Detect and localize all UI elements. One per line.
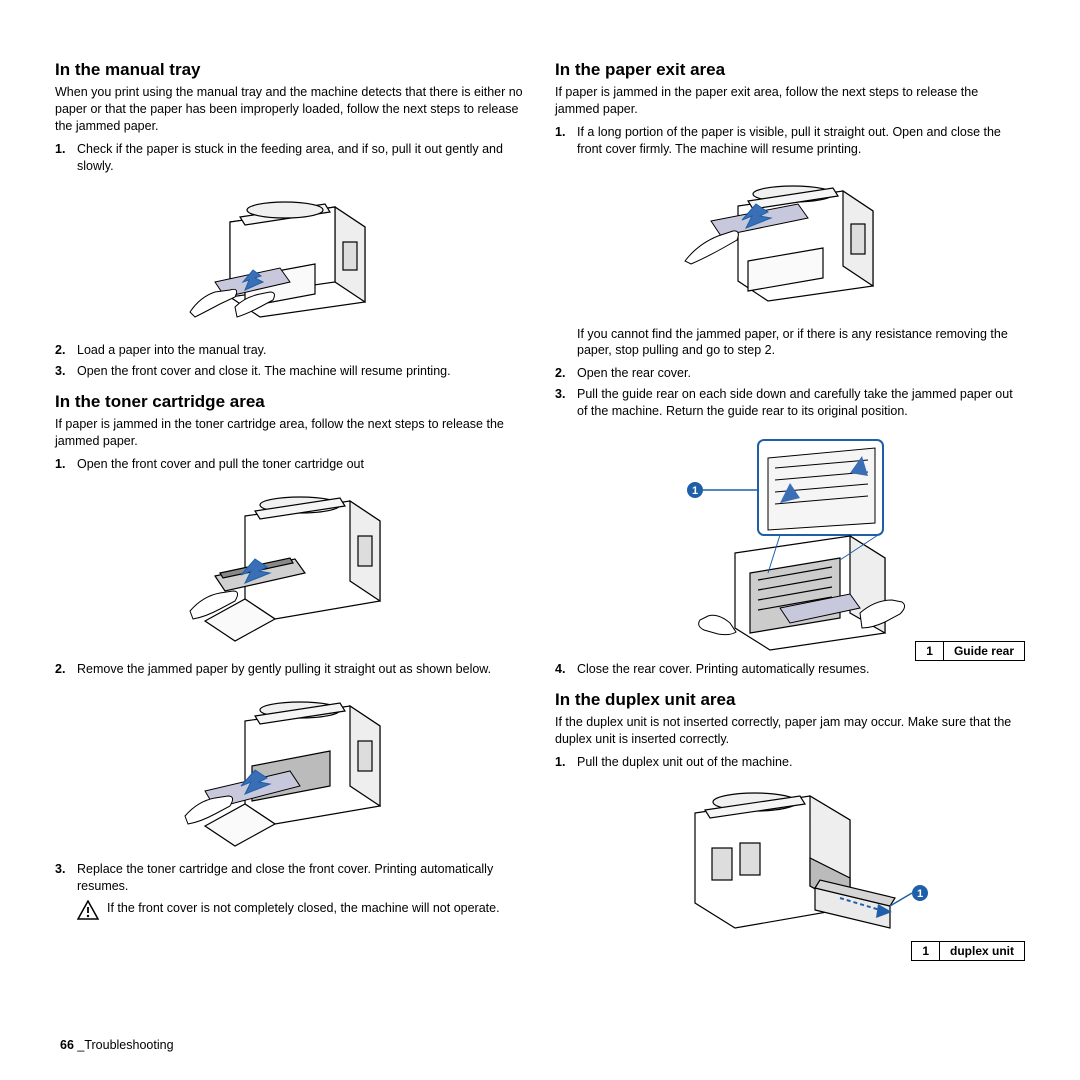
steps-exit-end: Close the rear cover. Printing automatic… <box>555 661 1025 678</box>
step: If a long portion of the paper is visibl… <box>555 124 1025 158</box>
heading-exit-area: In the paper exit area <box>555 60 1025 80</box>
step: Check if the paper is stuck in the feedi… <box>55 141 525 175</box>
step: Open the front cover and pull the toner … <box>55 456 525 473</box>
svg-text:1: 1 <box>692 485 698 497</box>
illustration-toner-paper <box>55 686 525 851</box>
illustration-toner-pull <box>55 481 525 651</box>
caution-text: If the front cover is not completely clo… <box>107 900 500 917</box>
page-section: _Troubleshooting <box>77 1038 173 1052</box>
intro-exit-area: If paper is jammed in the paper exit are… <box>555 84 1025 118</box>
step: Pull the guide rear on each side down an… <box>555 386 1025 420</box>
step: Load a paper into the manual tray. <box>55 342 525 359</box>
warning-icon <box>77 900 99 920</box>
intro-toner-area: If paper is jammed in the toner cartridg… <box>55 416 525 450</box>
step: Pull the duplex unit out of the machine. <box>555 754 1025 771</box>
illustration-exit-pull <box>555 166 1025 316</box>
step: Open the rear cover. <box>555 365 1025 382</box>
steps-exit-cont: Open the rear cover. Pull the guide rear… <box>555 365 1025 420</box>
caution-front-cover: If the front cover is not completely clo… <box>55 900 525 920</box>
exit-step1-after: If you cannot find the jammed paper, or … <box>555 326 1025 360</box>
steps-toner-cont: Remove the jammed paper by gently pullin… <box>55 661 525 678</box>
steps-exit: If a long portion of the paper is visibl… <box>555 124 1025 158</box>
heading-duplex: In the duplex unit area <box>555 690 1025 710</box>
intro-duplex: If the duplex unit is not inserted corre… <box>555 714 1025 748</box>
step: Open the front cover and close it. The m… <box>55 363 525 380</box>
illustration-duplex: 1 <box>555 778 1025 953</box>
intro-manual-tray: When you print using the manual tray and… <box>55 84 525 135</box>
illustration-guide-rear: 1 <box>555 428 1025 653</box>
heading-manual-tray: In the manual tray <box>55 60 525 80</box>
illustration-manual-tray <box>55 182 525 332</box>
steps-manual-tray-cont: Load a paper into the manual tray. Open … <box>55 342 525 380</box>
page-footer: 66 _Troubleshooting <box>60 1038 174 1052</box>
step: Close the rear cover. Printing automatic… <box>555 661 1025 678</box>
steps-toner: Open the front cover and pull the toner … <box>55 456 525 473</box>
page-number: 66 <box>60 1038 74 1052</box>
step: Replace the toner cartridge and close th… <box>55 861 525 895</box>
heading-toner-area: In the toner cartridge area <box>55 392 525 412</box>
steps-manual-tray: Check if the paper is stuck in the feedi… <box>55 141 525 175</box>
steps-duplex: Pull the duplex unit out of the machine. <box>555 754 1025 771</box>
svg-text:1: 1 <box>917 888 923 900</box>
step: Remove the jammed paper by gently pullin… <box>55 661 525 678</box>
steps-toner-end: Replace the toner cartridge and close th… <box>55 861 525 895</box>
